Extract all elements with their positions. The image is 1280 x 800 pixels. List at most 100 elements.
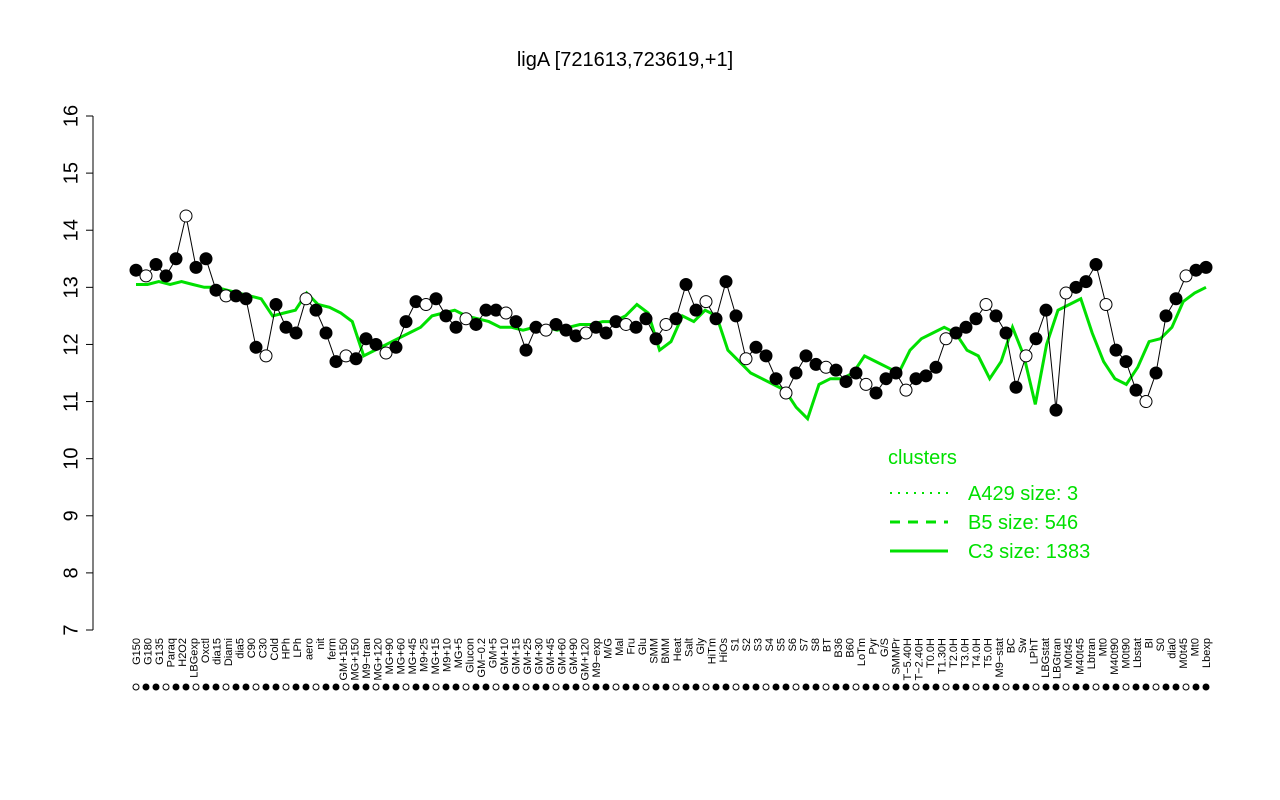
x-tick-label: M0t90 bbox=[1120, 638, 1132, 669]
y-tick-label: 14 bbox=[60, 219, 82, 241]
x-tick-label: S2 bbox=[741, 638, 753, 651]
data-point bbox=[829, 363, 843, 377]
x-tick-label: GM+5 bbox=[488, 638, 500, 668]
x-rug-mark bbox=[482, 683, 490, 691]
data-point bbox=[319, 326, 333, 340]
x-rug-mark bbox=[902, 683, 910, 691]
data-point bbox=[879, 372, 893, 386]
x-rug-mark bbox=[132, 683, 140, 691]
data-point bbox=[399, 315, 413, 329]
data-point bbox=[149, 257, 163, 271]
data-point bbox=[369, 337, 383, 351]
data-point bbox=[789, 366, 803, 380]
x-tick-label: ferm bbox=[327, 638, 339, 660]
x-tick-label: GM+45 bbox=[545, 638, 557, 674]
data-point bbox=[549, 317, 563, 331]
x-axis: G150 G180 G135 Paraq H2O2 LBGexp Oxctl dia15 Dia… bbox=[131, 638, 1213, 691]
x-tick-label: SMMPr bbox=[890, 638, 902, 675]
x-rug-mark bbox=[772, 683, 780, 691]
y-tick-label: 15 bbox=[60, 162, 82, 184]
x-tick-label: Mt0 bbox=[1189, 638, 1201, 656]
x-rug-mark bbox=[862, 683, 870, 691]
x-rug-mark bbox=[192, 683, 200, 691]
data-point bbox=[459, 312, 473, 326]
y-tick-label: 11 bbox=[60, 391, 82, 412]
x-tick-label: GM+30 bbox=[534, 638, 546, 674]
x-tick-label: G150 bbox=[131, 638, 143, 665]
x-tick-label: MG+45 bbox=[407, 638, 419, 674]
y-axis: 7 8 9 10 11 12 13 14 15 16 bbox=[60, 105, 94, 636]
x-rug-mark bbox=[202, 683, 210, 691]
legend: clusters A429 size: 3 B5 size: 546 C3 size… bbox=[888, 447, 1090, 563]
x-tick-label: Mal bbox=[614, 638, 626, 656]
x-rug-mark bbox=[832, 683, 840, 691]
x-tick-label: B36 bbox=[833, 638, 845, 658]
x-tick-label: S7 bbox=[798, 638, 810, 651]
x-rug-mark bbox=[582, 683, 590, 691]
x-tick-label: Pyr bbox=[867, 638, 879, 655]
x-tick-label: nit bbox=[315, 638, 327, 650]
data-point bbox=[799, 349, 813, 363]
x-rug-mark bbox=[432, 683, 440, 691]
data-point bbox=[1069, 280, 1083, 294]
data-point bbox=[989, 309, 1003, 323]
x-tick-label: LBGtran bbox=[1051, 638, 1063, 679]
x-rug-mark bbox=[612, 683, 620, 691]
data-point bbox=[179, 209, 193, 223]
data-point bbox=[679, 277, 693, 291]
x-tick-label: GM−0.2 bbox=[476, 638, 488, 677]
y-tick-label: 9 bbox=[60, 510, 82, 521]
x-rug-mark bbox=[602, 683, 610, 691]
x-tick-label: BMM bbox=[660, 638, 672, 664]
data-point bbox=[1019, 349, 1033, 363]
x-rug-mark bbox=[1142, 683, 1150, 691]
x-rug-mark bbox=[242, 683, 250, 691]
x-rug-mark bbox=[492, 683, 500, 691]
x-rug-mark bbox=[1062, 683, 1070, 691]
x-rug-mark bbox=[752, 683, 760, 691]
x-rug-mark bbox=[982, 683, 990, 691]
data-point bbox=[699, 295, 713, 309]
x-tick-label: M/G bbox=[603, 638, 615, 659]
legend-entry: C3 size: 1383 bbox=[968, 541, 1090, 563]
data-point bbox=[1169, 292, 1183, 306]
x-rug-mark bbox=[1122, 683, 1130, 691]
x-tick-label: H2O2 bbox=[177, 638, 189, 667]
data-point bbox=[669, 312, 683, 326]
data-point bbox=[739, 352, 753, 366]
x-tick-label: Lbstat bbox=[1132, 638, 1144, 668]
x-rug-mark bbox=[762, 683, 770, 691]
x-rug-mark bbox=[1152, 683, 1160, 691]
x-rug-mark bbox=[892, 683, 900, 691]
x-rug-mark bbox=[382, 683, 390, 691]
x-rug-mark bbox=[302, 683, 310, 691]
data-point bbox=[599, 326, 613, 340]
x-tick-label: B60 bbox=[844, 638, 856, 658]
data-point bbox=[379, 346, 393, 360]
x-rug-mark bbox=[782, 683, 790, 691]
x-rug-mark bbox=[882, 683, 890, 691]
x-rug-mark bbox=[462, 683, 470, 691]
data-point bbox=[139, 269, 153, 283]
x-rug-mark bbox=[672, 683, 680, 691]
x-tick-label: aero bbox=[304, 638, 316, 660]
x-rug-mark bbox=[422, 683, 430, 691]
data-point bbox=[749, 340, 763, 354]
x-tick-label: LPh bbox=[292, 638, 304, 658]
data-point bbox=[919, 369, 933, 383]
data-point bbox=[419, 297, 433, 311]
x-tick-label: dia0 bbox=[1166, 638, 1178, 659]
data-point bbox=[649, 332, 663, 346]
data-point bbox=[539, 323, 553, 337]
x-tick-label: SMM bbox=[649, 638, 661, 664]
data-point bbox=[639, 312, 653, 326]
x-rug-mark bbox=[702, 683, 710, 691]
x-tick-label: G/S bbox=[879, 638, 891, 657]
data-point bbox=[1059, 286, 1073, 300]
x-tick-label: G180 bbox=[143, 638, 155, 665]
x-tick-label: LPhT bbox=[1028, 638, 1040, 665]
chart-title: ligA [721613,723619,+1] bbox=[517, 49, 733, 71]
x-rug-mark bbox=[812, 683, 820, 691]
x-tick-label: MG+5 bbox=[453, 638, 465, 668]
x-rug-mark bbox=[312, 683, 320, 691]
